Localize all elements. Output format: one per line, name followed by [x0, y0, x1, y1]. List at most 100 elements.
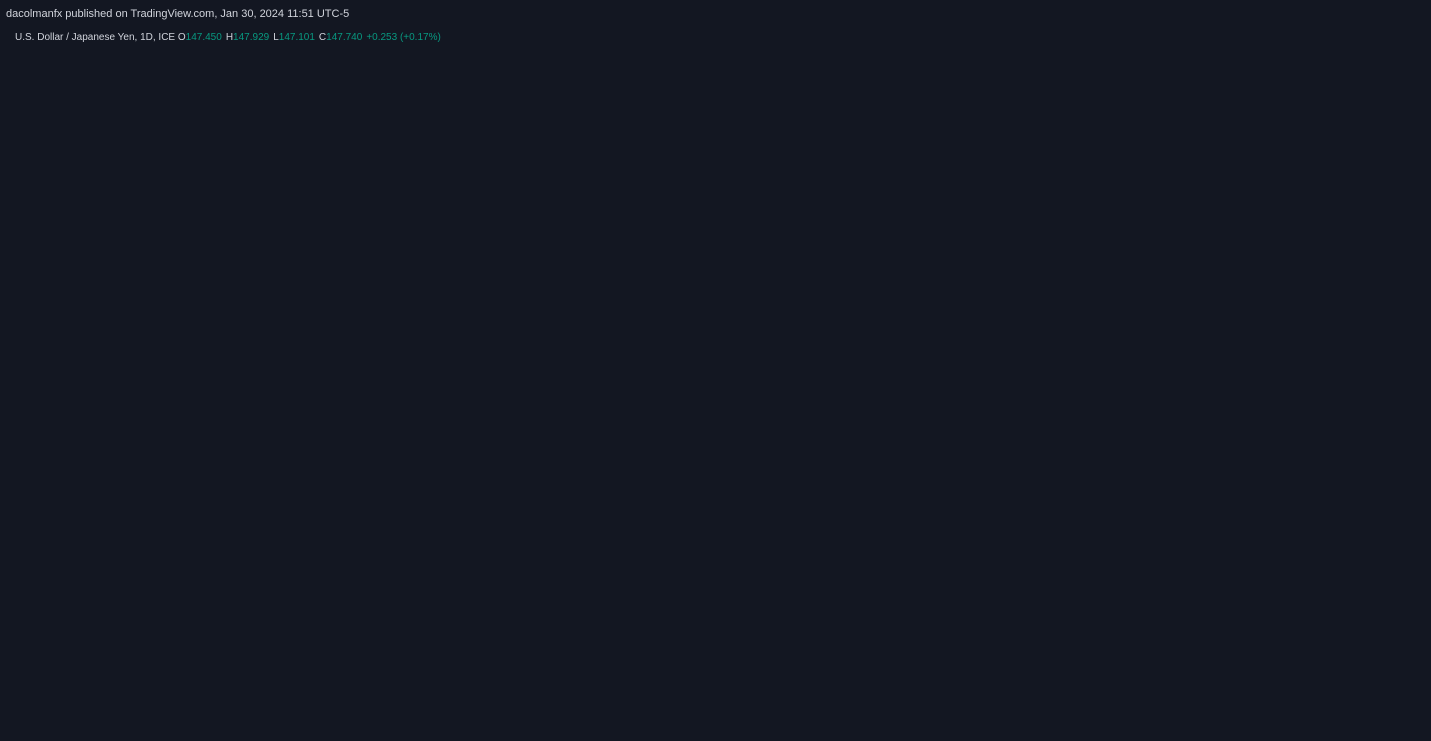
candle-body: [460, 449, 471, 459]
candle-body: [579, 299, 591, 351]
candle-body: [171, 375, 182, 419]
ohlc-value: H147.929: [226, 32, 269, 43]
y-tick-label: 154.000: [1372, 38, 1412, 50]
candle-body: [971, 125, 982, 132]
ohlc-number: 147.740: [326, 32, 363, 43]
price-label-box: [1368, 74, 1418, 91]
x-tick-label: 2024: [1118, 691, 1142, 703]
y-tick-label: 60.00: [1376, 624, 1404, 636]
level-zone: [799, 217, 1366, 224]
candle-body: [1175, 156, 1187, 158]
annotation: March 2023 low: [421, 515, 525, 531]
annotation: October 2022 high: [63, 59, 185, 75]
candle-body: [17, 209, 29, 221]
last-price-label: 147.740: [1373, 158, 1413, 170]
ohlc-number: 147.101: [278, 32, 315, 43]
last-price-name: USDJPY: [1324, 159, 1364, 170]
candle-body: [767, 217, 778, 277]
alert-icon[interactable]: [1194, 578, 1212, 596]
candle-body: [1124, 222, 1136, 292]
candle-body: [205, 373, 216, 446]
moving-average: [9, 165, 1200, 447]
candle-body: [307, 477, 318, 503]
candle-body: [1090, 264, 1102, 269]
x-tick-label: Feb: [1197, 691, 1216, 703]
candle-body: [290, 502, 301, 509]
x-tick-label: Jun: [598, 691, 616, 703]
candle-body: [1192, 156, 1204, 164]
y-tick-label: 140.000: [1372, 304, 1412, 316]
y-tick-label: 138.000: [1372, 342, 1412, 354]
candle-body: [835, 161, 846, 193]
candle-body: [120, 302, 131, 334]
candle-body: [699, 270, 710, 334]
candle-body: [154, 327, 165, 419]
x-tick-label: Nov: [81, 691, 101, 703]
ohlc-value: O147.450: [178, 32, 222, 43]
candle-body: [648, 240, 659, 277]
publisher: dacolmanfx published on TradingView.com,…: [6, 8, 350, 20]
trendline: [359, 70, 1292, 545]
candle-body: [34, 144, 46, 210]
rsi-band: [0, 616, 1365, 672]
candle-body: [886, 131, 897, 151]
candle-body: [784, 207, 795, 218]
level-zone: [565, 330, 1366, 337]
candle-body: [324, 474, 335, 478]
x-tick-label: Apr: [454, 691, 471, 703]
candle-body: [392, 388, 403, 406]
x-tick-label: Aug: [747, 691, 767, 703]
price-label: 152.001: [1373, 77, 1413, 89]
x-tick-label: 2023: [230, 691, 254, 703]
y-tick-label: 134.000: [1372, 419, 1412, 431]
x-tick-label: Oct: [898, 691, 915, 703]
ohlc-prefix: L: [273, 32, 279, 43]
candle-body: [733, 276, 744, 288]
candle-body: [188, 373, 199, 376]
x-tick-label: 2: [533, 691, 539, 703]
candle-body: [511, 380, 522, 421]
candle-body: [801, 188, 812, 208]
annotation: March 2023 high: [366, 310, 476, 326]
ohlc-prefix: C: [318, 32, 327, 43]
x-tick-label: Apr: [1341, 691, 1358, 703]
y-tick-label: 40.00: [1376, 652, 1404, 664]
ohlc-prefix: O: [177, 32, 186, 43]
candle-body: [1005, 91, 1016, 128]
candle-body: [1073, 217, 1084, 269]
brand: TradingView: [32, 718, 103, 732]
x-tick-label: Oct: [9, 691, 26, 703]
y-tick-label: 142.000: [1372, 266, 1412, 278]
moving-average: [9, 226, 1200, 545]
candle-body: [818, 188, 829, 193]
candle-body: [137, 302, 148, 328]
trendline: [993, 72, 1356, 210]
x-tick-label: Mar: [1269, 691, 1288, 703]
y-tick-label: 80.00: [1376, 596, 1404, 608]
y-tick-label: 136.000: [1372, 380, 1412, 392]
ohlc-prefix: H: [225, 32, 234, 43]
candle-body: [341, 420, 352, 475]
x-tick-label: Dec: [158, 691, 178, 703]
last-price-box: [1368, 155, 1418, 172]
candle-body: [86, 167, 97, 185]
rsi-line: [22, 608, 1199, 673]
y-tick-label: 126.000: [1372, 571, 1412, 583]
candle-body: [562, 350, 574, 393]
candle-body: [937, 122, 948, 128]
y-tick-label: 146.000: [1372, 190, 1412, 202]
x-tick-label: Jul: [678, 691, 692, 703]
candle-body: [375, 378, 386, 389]
ohlc-value: C147.740: [319, 32, 362, 43]
candle-body: [477, 428, 488, 459]
candle-body: [750, 276, 761, 288]
x-tick-label: Feb: [306, 691, 325, 703]
candle-body: [716, 276, 727, 334]
symbol: U.S. Dollar / Japanese Yen, 1D, ICE: [15, 32, 176, 43]
level-zone: [887, 119, 1366, 126]
y-tick-label: 144.000: [1372, 228, 1412, 240]
trendline: [359, 21, 1051, 377]
candle-body: [358, 378, 369, 421]
candle-body: [443, 449, 454, 488]
